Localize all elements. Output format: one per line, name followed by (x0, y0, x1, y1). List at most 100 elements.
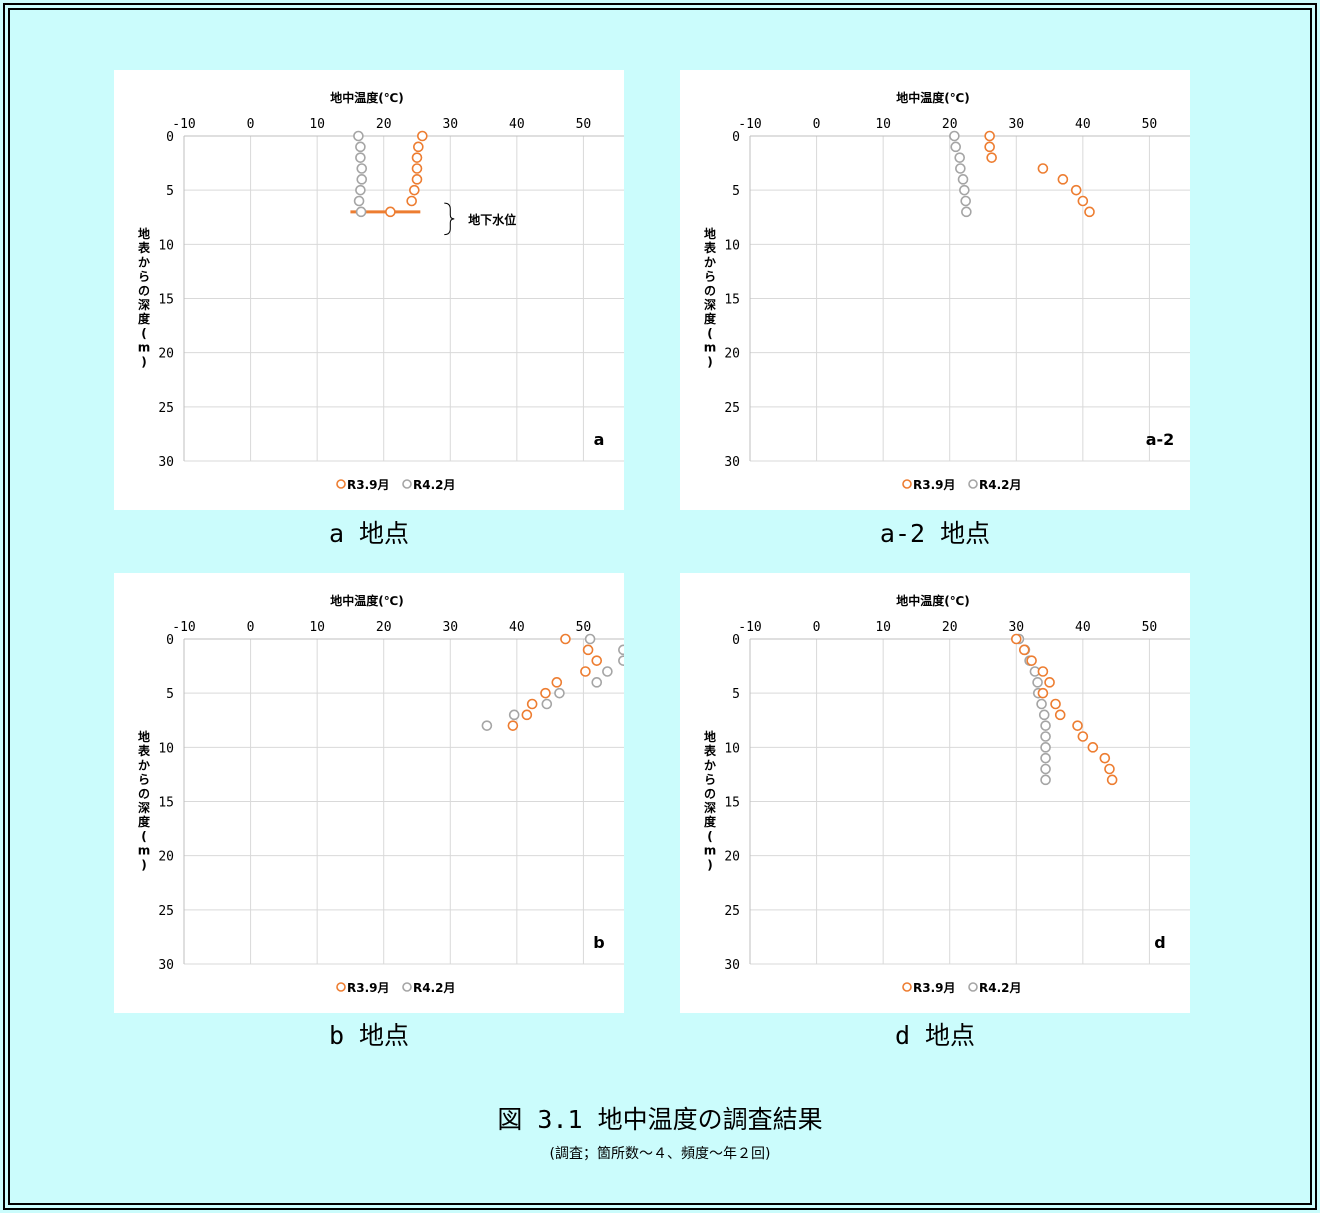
y-tick-label: 25 (724, 904, 740, 919)
legend-marker (336, 479, 346, 489)
y-tick-label: 0 (166, 130, 174, 145)
data-point-r3-9 (411, 152, 423, 163)
x-tick-label: 50 (1142, 117, 1158, 132)
data-point-r3-9 (1057, 174, 1069, 185)
data-point-r3-9 (986, 152, 997, 163)
panel-label: a-2 (1146, 430, 1175, 449)
data-point-r3-9 (580, 666, 591, 677)
x-tick-label: 20 (942, 117, 958, 132)
y-tick-label: 15 (724, 293, 740, 308)
data-point-r3-9 (1104, 763, 1115, 775)
x-tick-label: 10 (875, 620, 891, 635)
y-tick-label: 5 (166, 687, 174, 702)
data-point-r4-2 (554, 687, 565, 699)
x-tick-label: -10 (738, 620, 761, 635)
annotation-label: 地下水位 (468, 212, 516, 227)
figure-title: 図 3.1 地中温度の調査結果 (497, 1105, 823, 1134)
data-point-r4-2 (356, 174, 368, 185)
data-point-r3-9 (1044, 677, 1055, 688)
x-tick-label: -10 (738, 117, 761, 132)
data-point-r3-9 (417, 130, 428, 142)
x-tick-label: 20 (942, 620, 958, 635)
chart-svg-a-2: -100102030405060051015202530地中温度(℃)地表からの… (703, 90, 1190, 492)
data-point-r3-9 (1026, 655, 1037, 666)
legend-label: R3.9月 (913, 478, 956, 492)
x-tick-label: 30 (1008, 620, 1024, 635)
y-tick-label: 0 (732, 130, 740, 145)
chart-svg-b: -100102030405060051015202530地中温度(℃)地表からの… (137, 593, 624, 995)
y-tick-label: 20 (724, 347, 740, 362)
y-tick-label: 5 (732, 687, 740, 702)
y-tick-label: 0 (166, 633, 174, 648)
data-point-r4-2 (1040, 720, 1051, 731)
y-tick-label: 5 (732, 184, 740, 199)
data-point-r3-9 (1018, 644, 1030, 656)
outer-frame (3, 3, 1317, 1210)
x-tick-label: 0 (247, 117, 255, 132)
chart-svg-d: -100102030405060051015202530地中温度(℃)地表からの… (703, 593, 1190, 995)
x-tick-label: -10 (172, 117, 195, 132)
data-point-r3-9 (560, 633, 571, 645)
y-tick-label: 15 (158, 796, 174, 811)
panel-caption-d: d 地点 (894, 1021, 976, 1050)
data-point-r3-9 (1072, 720, 1083, 731)
x-axis-title: 地中温度(℃) (896, 593, 970, 608)
x-tick-label: 30 (1008, 117, 1024, 132)
y-axis-title: 地表からの深度(m) (137, 729, 151, 872)
data-point-r4-2 (355, 184, 366, 196)
data-point-r4-2 (355, 152, 366, 163)
data-point-r4-2 (353, 130, 364, 142)
data-point-r4-2 (1040, 774, 1051, 786)
legend-label: R4.2月 (979, 478, 1022, 492)
brace-shape (444, 202, 455, 236)
data-point-r4-2 (961, 206, 972, 218)
figure-note: (調査；箇所数～４、頻度～年２回) (549, 1146, 771, 1162)
data-point-r3-9 (1077, 195, 1089, 207)
y-tick-label: 10 (724, 741, 740, 756)
y-axis-title: 地表からの深度(m) (703, 729, 717, 872)
data-point-r4-2 (591, 677, 603, 688)
data-point-r3-9 (540, 687, 551, 699)
x-axis-title: 地中温度(℃) (330, 90, 404, 105)
data-point-r3-9 (1106, 774, 1118, 786)
y-tick-label: 10 (158, 741, 174, 756)
data-point-r4-2 (353, 195, 365, 207)
data-point-r4-2 (584, 633, 596, 645)
y-tick-label: 15 (724, 796, 740, 811)
data-point-r4-2 (957, 174, 969, 185)
data-point-r3-9 (413, 141, 424, 153)
y-tick-label: 30 (724, 455, 740, 470)
data-point-r4-2 (602, 666, 613, 677)
data-point-r3-9 (411, 174, 423, 185)
data-point-r4-2 (949, 130, 960, 142)
data-point-r4-2 (1040, 763, 1051, 775)
data-point-r3-9 (1084, 206, 1095, 218)
data-point-r3-9 (1037, 666, 1049, 677)
x-axis-title: 地中温度(℃) (896, 90, 970, 105)
x-tick-label: 20 (376, 620, 392, 635)
x-tick-label: 10 (875, 117, 891, 132)
y-tick-label: 25 (724, 401, 740, 416)
data-point-r4-2 (1036, 698, 1047, 710)
legend-label: R3.9月 (913, 981, 956, 995)
data-point-r3-9 (582, 644, 594, 656)
y-axis-title: 地表からの深度(m) (137, 226, 151, 369)
data-point-r4-2 (508, 709, 520, 721)
y-tick-label: 15 (158, 293, 174, 308)
legend-label: R3.9月 (347, 478, 390, 492)
chart-svg-a: -100102030405060051015202530地中温度(℃)地表からの… (137, 90, 624, 492)
x-tick-label: 10 (309, 620, 325, 635)
data-point-r3-9 (411, 163, 423, 174)
data-point-r3-9 (1087, 742, 1099, 753)
data-point-r4-2 (1040, 742, 1051, 753)
data-point-r4-2 (618, 644, 624, 656)
legend-label: R4.2月 (413, 981, 456, 995)
panel-caption-a-2: a-2 地点 (879, 519, 991, 548)
legend-marker (402, 982, 412, 992)
panel-caption-a: a 地点 (328, 519, 410, 548)
data-point-r3-9 (409, 184, 420, 196)
data-point-r3-9 (1070, 184, 1082, 196)
data-point-r4-2 (954, 152, 966, 163)
x-tick-label: 0 (813, 117, 821, 132)
y-tick-label: 10 (158, 238, 174, 253)
